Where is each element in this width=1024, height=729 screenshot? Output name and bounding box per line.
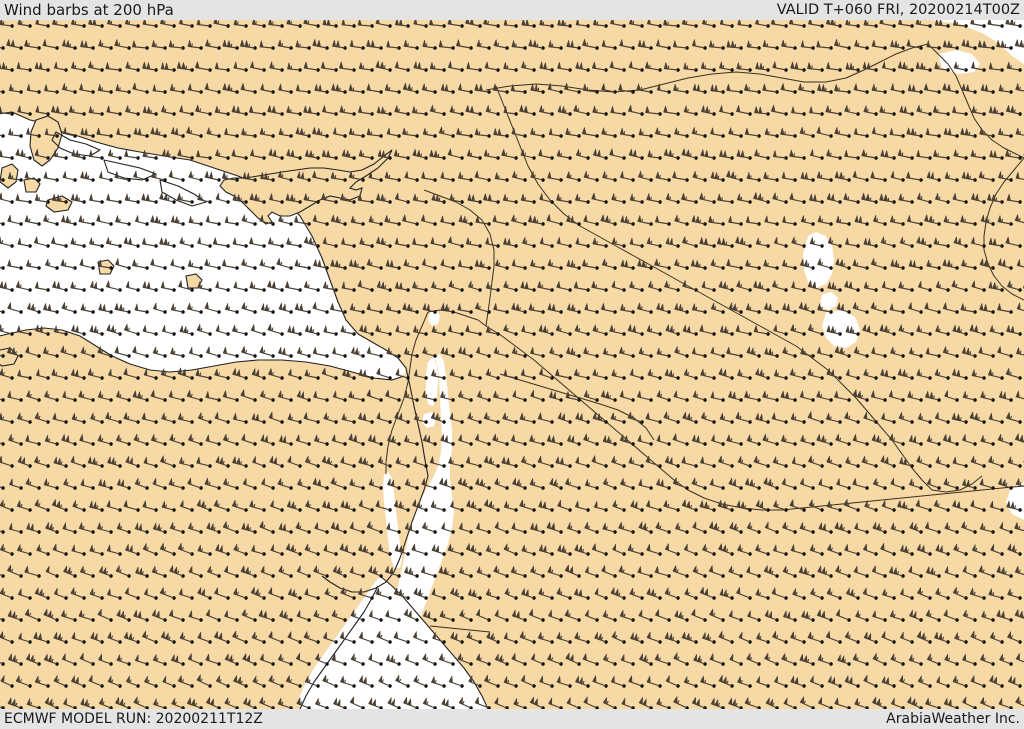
island-small-4 [0,347,19,367]
border-jordan-panhandle [499,373,655,441]
border-levant-inland [423,189,495,327]
footer-bar: ECMWF MODEL RUN: 20200211T12Z ArabiaWeat… [0,709,1024,729]
red-sea-main [300,576,488,709]
mediterranean-sea [0,112,406,380]
border-turkey-syria [485,43,929,93]
provider-label: ArabiaWeather Inc. [886,711,1020,727]
lake-small-2 [822,310,860,348]
border-iraq-iran [983,157,1024,301]
model-run-label: ECMWF MODEL RUN: 20200211T12Z [4,711,263,727]
dead-sea [426,358,438,406]
nile-lake [803,232,834,288]
lake-small-1 [820,292,838,310]
border-kuwait [931,475,983,493]
border-syria-iraq [495,85,725,307]
border-egypt-south [429,625,491,633]
page-title: Wind barbs at 200 hPa [4,1,174,19]
dead-sea-south [422,412,436,428]
map-panel[interactable] [0,20,1024,709]
border-jordan-saudi [485,325,1024,511]
black-sea-inlet [938,50,980,74]
gulf-of-aqaba [383,472,402,568]
sea-of-galilee [428,310,440,326]
header-bar: Wind barbs at 200 hPa VALID T+060 FRI, 2… [0,0,1024,20]
map-geography-layer [0,20,1024,709]
border-israel-egypt [385,311,429,474]
valid-time-label: VALID T+060 FRI, 20200214T00Z [776,2,1020,18]
